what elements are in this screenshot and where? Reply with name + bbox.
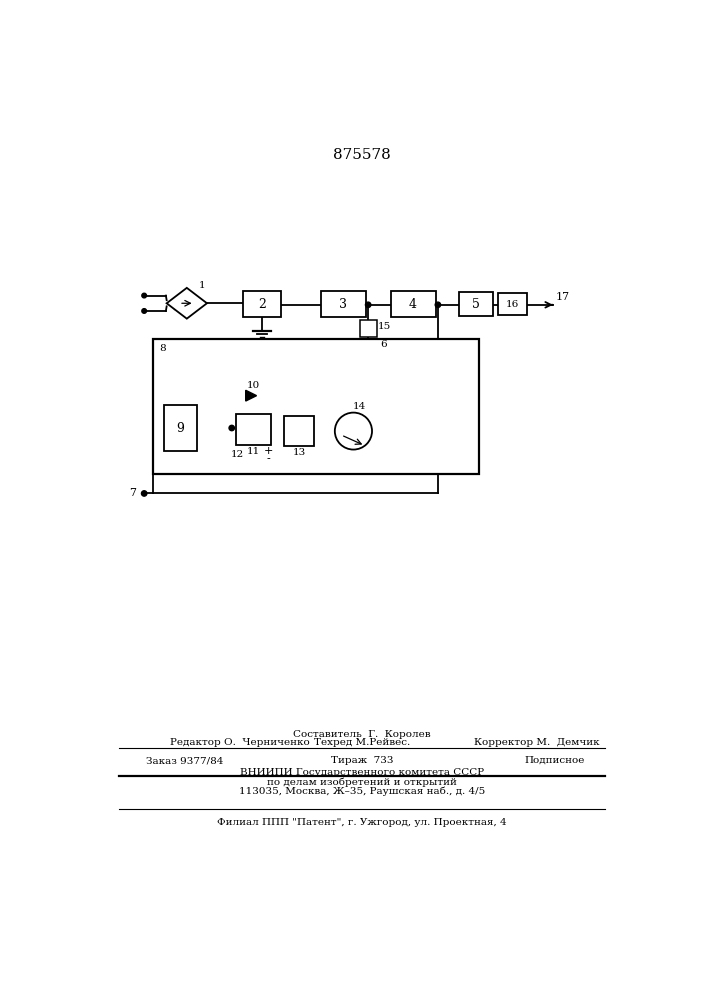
Bar — [321, 291, 366, 317]
Text: 113035, Москва, Ж–35, Раушская наб., д. 4/5: 113035, Москва, Ж–35, Раушская наб., д. … — [239, 787, 485, 796]
Text: 6: 6 — [380, 340, 387, 349]
Circle shape — [335, 413, 372, 450]
Text: 4: 4 — [409, 298, 417, 311]
Circle shape — [436, 302, 440, 307]
Bar — [391, 291, 436, 317]
Text: по делам изобретений и открытий: по делам изобретений и открытий — [267, 777, 457, 787]
Text: 15: 15 — [378, 322, 391, 331]
Text: Редактор О.  Черниченко: Редактор О. Черниченко — [170, 738, 310, 747]
Polygon shape — [246, 390, 257, 401]
Text: 17: 17 — [556, 292, 570, 302]
Text: Техред М.Рейвес.: Техред М.Рейвес. — [314, 738, 410, 747]
Text: 11: 11 — [247, 447, 259, 456]
Text: Заказ 9377/84: Заказ 9377/84 — [146, 756, 224, 765]
Text: 875578: 875578 — [333, 148, 391, 162]
Bar — [284, 416, 314, 446]
Circle shape — [142, 293, 146, 298]
Circle shape — [141, 491, 147, 496]
Text: 5: 5 — [472, 298, 480, 311]
Bar — [164, 405, 197, 451]
Bar — [360, 320, 377, 337]
Text: Тираж  733: Тираж 733 — [331, 756, 393, 765]
Text: 7: 7 — [129, 488, 136, 498]
Text: 9: 9 — [177, 422, 185, 434]
Bar — [459, 292, 493, 316]
Text: Корректор М.  Демчик: Корректор М. Демчик — [474, 738, 600, 747]
Bar — [498, 293, 527, 315]
Bar — [153, 339, 479, 474]
Text: -: - — [267, 454, 271, 464]
Text: 16: 16 — [506, 300, 519, 309]
Text: 2: 2 — [258, 298, 266, 311]
Text: Филиал ППП "Патент", г. Ужгород, ул. Проектная, 4: Филиал ППП "Патент", г. Ужгород, ул. Про… — [217, 818, 507, 827]
Text: ВНИИПИ Государственного комитета СССР: ВНИИПИ Государственного комитета СССР — [240, 768, 484, 777]
Text: 14: 14 — [353, 402, 366, 411]
Circle shape — [366, 302, 371, 307]
Text: 1: 1 — [199, 281, 206, 290]
Text: 13: 13 — [293, 448, 306, 457]
Circle shape — [142, 309, 146, 313]
Bar — [235, 414, 271, 445]
Text: Составитель  Г.  Королев: Составитель Г. Королев — [293, 730, 431, 739]
Bar — [243, 291, 281, 317]
Text: 8: 8 — [159, 344, 165, 353]
Polygon shape — [167, 288, 207, 319]
Text: Подписное: Подписное — [524, 756, 585, 765]
Text: 12: 12 — [231, 450, 244, 459]
Circle shape — [229, 425, 235, 431]
Text: 10: 10 — [247, 381, 260, 390]
Text: 3: 3 — [339, 298, 347, 311]
Text: +: + — [264, 446, 273, 456]
